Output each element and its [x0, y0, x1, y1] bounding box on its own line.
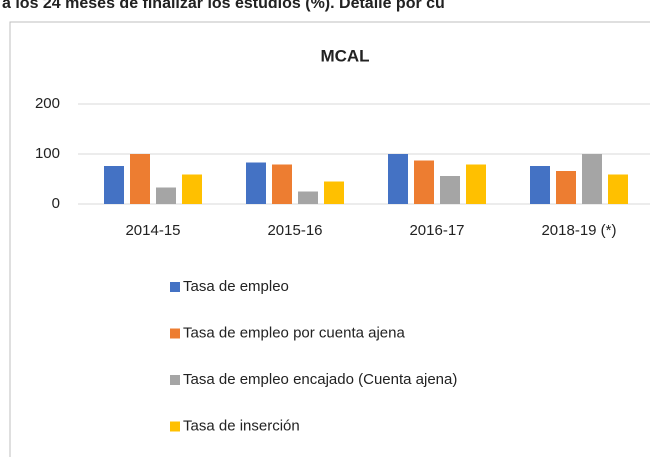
bar [130, 154, 150, 204]
x-tick-label: 2016-17 [409, 222, 464, 239]
bar [582, 154, 602, 204]
y-tick-label: 100 [35, 145, 60, 162]
legend-label: Tasa de empleo encajado (Cuenta ajena) [183, 371, 457, 388]
bar [414, 160, 434, 204]
legend-swatch [170, 375, 180, 385]
bar [324, 181, 344, 204]
bar [298, 191, 318, 204]
legend-swatch [170, 421, 180, 432]
legend-label: Tasa de empleo [183, 278, 289, 295]
y-tick-label: 0 [52, 195, 60, 212]
x-tick-label: 2014-15 [125, 222, 180, 239]
y-tick-label: 200 [35, 95, 60, 112]
bar [440, 176, 460, 204]
bar [246, 162, 266, 204]
bar [104, 166, 124, 204]
bar [556, 171, 576, 204]
chart-title: MCAL [320, 46, 369, 65]
legend-swatch [170, 282, 180, 292]
bar [608, 174, 628, 204]
bar [530, 166, 550, 204]
x-tick-label: 2018-19 (*) [541, 222, 616, 239]
bar [156, 187, 176, 204]
legend-label: Tasa de empleo por cuenta ajena [183, 324, 405, 341]
bar [388, 154, 408, 204]
legend-swatch [170, 328, 180, 339]
bar [466, 164, 486, 204]
bar [272, 164, 292, 204]
x-tick-label: 2015-16 [267, 222, 322, 239]
legend-label: Tasa de inserción [183, 417, 300, 434]
chart-frame [9, 21, 650, 457]
heading: a los 24 meses de finalizar los estudios… [2, 0, 445, 12]
bar [182, 174, 202, 204]
